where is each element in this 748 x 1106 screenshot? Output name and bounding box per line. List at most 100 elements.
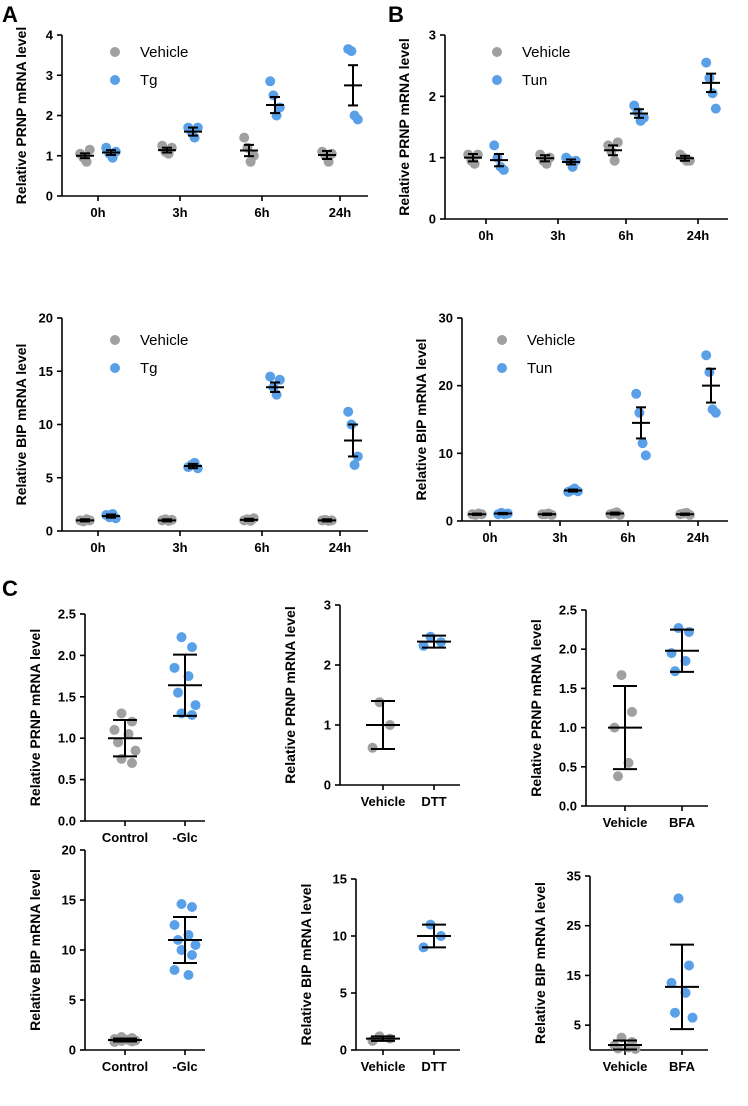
chart-c2-bottom: 0 5 10 15 Vehicle DTT Relative BIP mRNA level [298, 872, 460, 1074]
y-tick-label: 2.0 [58, 648, 76, 663]
x-tick-label: -Glc [172, 830, 197, 845]
data-point [570, 155, 581, 166]
chart-a-top: 0 1 2 3 4 0h 3h 6h 24h Relative PRNP mRNA level Ve… [13, 27, 368, 220]
data-point [684, 626, 694, 637]
y-axis-label: Relative BIP mRNA level [13, 344, 29, 506]
x-tick-label: DTT [421, 1059, 446, 1074]
chart-c1-bottom: 0 5 10 15 20 Control -Glc Relative BIP mRNA lev… [27, 843, 205, 1074]
y-tick-label: 10 [39, 417, 53, 432]
y-tick-label: 1.5 [559, 681, 577, 696]
data-point [239, 132, 250, 143]
y-tick-label: 4 [46, 28, 54, 43]
x-tick-label: 0h [90, 205, 105, 220]
x-tick-label: 24h [329, 540, 351, 555]
panel-letter-b: B [388, 2, 404, 27]
x-tick-label: 24h [687, 228, 709, 243]
data-point [352, 114, 363, 125]
chart-b-top: 0 1 2 3 0h 3h 6h 24h Relative PRNP mRNA level Veh… [396, 28, 728, 243]
y-tick-label: 5 [574, 1018, 581, 1033]
legend-marker [492, 75, 502, 85]
y-axis-label: Relative PRNP mRNA level [528, 619, 544, 796]
y-tick-label: 25 [567, 918, 581, 933]
legend-label: Tg [140, 360, 158, 377]
x-tick-label: Vehicle [603, 815, 648, 830]
data-point [666, 648, 677, 659]
y-tick-label: 0 [340, 1043, 347, 1058]
x-tick-label: BFA [669, 1059, 696, 1074]
chart-b-bottom: 0 10 20 30 0h 3h 6h 24h Relative BIP mRNA level V… [413, 311, 728, 545]
y-tick-label: 15 [567, 968, 581, 983]
y-tick-label: 10 [439, 446, 453, 461]
data-point [343, 406, 354, 417]
chart-c2-top: 0 1 2 3 Vehicle DTT Relative PRNP mRNA level [282, 598, 460, 809]
legend-marker [492, 47, 502, 57]
data-point [127, 758, 137, 769]
panel-letter-a: A [2, 2, 18, 27]
data-point [113, 737, 123, 748]
x-tick-label: -Glc [172, 1059, 197, 1074]
data-point [130, 745, 141, 756]
data-point [190, 700, 201, 711]
legend-marker [110, 335, 120, 345]
y-tick-label: 15 [62, 893, 76, 908]
y-tick-label: 1.0 [559, 720, 577, 735]
data-point [274, 102, 285, 113]
data-point [666, 977, 677, 988]
x-tick-label: 3h [552, 530, 567, 545]
y-tick-label: 0 [46, 524, 53, 539]
data-point [81, 156, 92, 167]
x-tick-label: Vehicle [361, 794, 406, 809]
x-tick-label: 6h [254, 205, 269, 220]
legend-marker [497, 335, 507, 345]
data-point [173, 687, 183, 698]
y-tick-label: 30 [439, 311, 453, 326]
data-point [670, 1007, 680, 1018]
data-point [469, 158, 480, 169]
y-axis-label: Relative BIP mRNA level [298, 884, 314, 1046]
x-tick-label: 6h [620, 530, 635, 545]
x-tick-label: BFA [669, 815, 696, 830]
y-tick-label: 15 [333, 872, 347, 887]
data-point [609, 155, 620, 166]
y-tick-label: 5 [69, 993, 76, 1008]
data-point [627, 706, 637, 717]
data-point [349, 459, 360, 470]
data-point [367, 742, 378, 753]
x-tick-label: 3h [172, 205, 187, 220]
y-axis-label: Relative BIP mRNA level [413, 339, 429, 501]
x-tick-label: 6h [618, 228, 633, 243]
data-point [187, 902, 197, 912]
legend-marker [110, 47, 120, 57]
data-point [613, 771, 623, 782]
data-point [84, 144, 95, 155]
y-tick-label: 2 [324, 658, 331, 673]
y-tick-label: 0.5 [559, 759, 577, 774]
chart-c3-top: 0.0 0.5 1.0 1.5 2.0 2.5 Vehicle BFA Relative PRN… [528, 603, 708, 830]
x-tick-label: 0h [482, 530, 497, 545]
x-tick-label: 0h [90, 540, 105, 555]
chart-c1-top: 0.0 0.5 1.0 1.5 2.0 2.5 Control -Glc Relative PR… [27, 607, 205, 845]
data-point [169, 662, 180, 673]
data-point [169, 965, 180, 975]
legend-marker [110, 363, 120, 373]
data-point [640, 450, 651, 461]
y-axis-label: Relative BIP mRNA level [27, 869, 43, 1031]
y-tick-label: 0 [429, 212, 436, 227]
y-axis-label: Relative PRNP mRNA level [282, 606, 298, 783]
y-tick-label: 1.5 [58, 689, 76, 704]
legend-marker [110, 75, 120, 85]
data-point [687, 1012, 698, 1023]
y-axis-label: Relative PRNP mRNA level [396, 38, 412, 215]
data-point [346, 46, 357, 57]
y-tick-label: 35 [567, 869, 581, 884]
y-tick-label: 3 [46, 68, 53, 83]
x-tick-label: 24h [329, 205, 351, 220]
y-tick-label: 15 [39, 364, 53, 379]
legend-label: Vehicle [140, 332, 188, 349]
chart-c3-bottom: 5 15 25 35 Vehicle BFA Relative BIP mRNA level [532, 869, 708, 1074]
data-point [634, 407, 645, 418]
legend-label: Vehicle [522, 44, 570, 61]
data-point [183, 970, 194, 980]
y-tick-label: 1 [429, 150, 436, 165]
